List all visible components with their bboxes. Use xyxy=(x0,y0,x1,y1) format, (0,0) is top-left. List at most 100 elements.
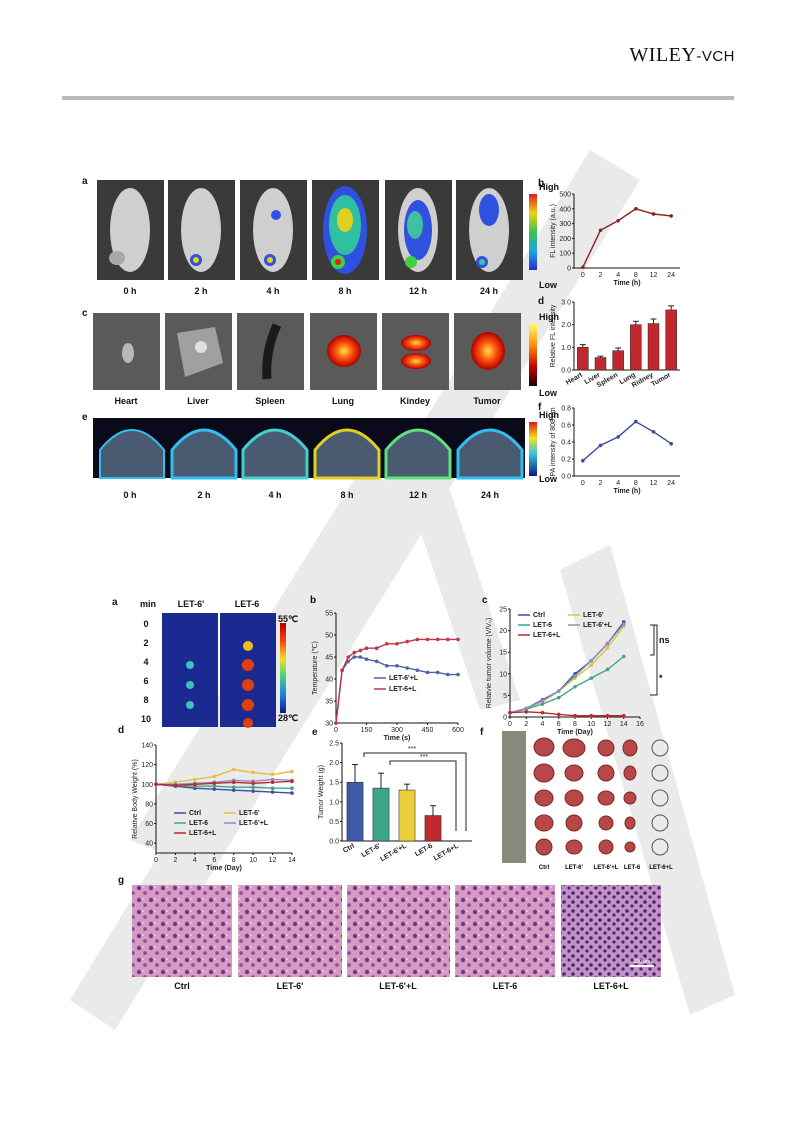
chart-2b-data-point xyxy=(358,655,363,659)
mouse-image-0h xyxy=(97,180,164,280)
chart-2d-data-point xyxy=(270,772,275,777)
chart-1f-x-tick-label: 12 xyxy=(650,480,658,487)
histology-ctrl xyxy=(132,885,232,977)
thermal-min-value-label: 28℃ xyxy=(278,713,298,723)
chart-2d-legend-label: Ctrl xyxy=(189,810,201,817)
fig1-label-b: b xyxy=(538,178,544,189)
histology-label: LET-6 xyxy=(493,981,518,991)
chart-2b: 30 35 40 45 50 55 Temperature (℃) Time (s) 0 150 3… xyxy=(312,611,464,743)
chart-2d-data-point xyxy=(251,789,255,793)
chart-2c-legend-label: Ctrl xyxy=(533,612,545,619)
chart-2b-data-point xyxy=(456,672,460,677)
chart-1f-data-point xyxy=(598,443,603,448)
chart-2b-data-point xyxy=(334,721,338,725)
chart-2e-category-label: LET-6+L xyxy=(433,842,461,862)
colorbar-high-label: High xyxy=(539,182,559,192)
chart-2c-data-point xyxy=(605,641,610,646)
time-label: 8 h xyxy=(338,286,351,296)
chart-2b-y-tick-label: 50 xyxy=(325,633,333,640)
chart-2c-data-point xyxy=(621,622,626,626)
chart-2b-data-point xyxy=(352,650,357,655)
chart-1b-data-point xyxy=(651,212,656,216)
fig1e-time-labels: 0 h 2 h 4 h 8 h 12 h 24 h xyxy=(123,490,499,500)
pa-image-2h xyxy=(170,428,238,480)
chart-1d-bar xyxy=(577,347,589,371)
chart-2b-x-tick-label: 0 xyxy=(334,727,338,734)
chart-2d-data-point xyxy=(270,780,275,785)
chart-1b-x-tick-label: 8 xyxy=(634,272,638,279)
chart-2d-data-point xyxy=(290,779,294,784)
chart-2b-data-point xyxy=(405,666,409,670)
chart-2b-data-point xyxy=(385,642,389,646)
chart-1d-bar xyxy=(594,357,607,371)
scale-bar-label: 100 μm xyxy=(634,959,651,965)
chart-2c-y-tick-label: 10 xyxy=(499,671,507,678)
fig1-label-a: a xyxy=(82,176,88,187)
chart-2c-data-point xyxy=(573,674,577,678)
fig2-label-b: b xyxy=(310,595,316,606)
organ-image-spleen xyxy=(237,313,304,390)
chart-2b-y-tick-label: 40 xyxy=(325,677,333,684)
chart-2d-data-point xyxy=(290,786,294,790)
chart-2d-x-tick-label: 2 xyxy=(173,857,177,864)
publisher-suffix: -VCH xyxy=(696,48,735,65)
chart-2e-sig-bracket xyxy=(389,760,457,831)
chart-2d-series-line xyxy=(156,778,293,786)
organ-image-liver xyxy=(165,313,232,390)
chart-2e-y-axis-label: Tumor Weight (g) xyxy=(318,765,325,819)
chart-2b-x-tick-label: 300 xyxy=(391,727,403,734)
chart-2b-data-point xyxy=(405,639,409,644)
chart-2c-data-point xyxy=(540,698,545,703)
chart-2d-data-point xyxy=(193,777,197,782)
chart-1b-data-point xyxy=(581,265,585,270)
chart-2b-legend-label: LET-6'+L xyxy=(389,675,419,682)
thermal-min-label: min xyxy=(140,599,156,609)
chart-1b-y-tick-label: 300 xyxy=(559,221,571,228)
histology-labels: Ctrl LET-6' LET-6'+L LET-6 LET-6+L xyxy=(174,981,629,991)
chart-2d-legend-label: LET-6+L xyxy=(189,830,217,837)
chart-2d-data-point xyxy=(193,782,197,787)
chart-1d-bar xyxy=(647,323,660,371)
chart-1f-y-tick-label: 0.8 xyxy=(561,406,571,413)
chart-1f-x-tick-label: 8 xyxy=(634,480,638,487)
chart-2b-data-point xyxy=(352,655,357,659)
chart-1d-y-axis-label: Relative FL intensity xyxy=(550,304,557,367)
chart-1d-category-label: Tumor xyxy=(650,372,672,389)
chart-2c-series-line xyxy=(509,655,625,714)
fig1-label-c: c xyxy=(82,308,88,319)
chart-2c-data-point xyxy=(556,712,561,717)
chart-2d-data-point xyxy=(290,769,294,774)
chart-2e: 0.0 0.5 1.0 1.5 2.0 2.5 Tumor Weight (g) Ctrl LE… xyxy=(318,741,472,863)
chart-1f-y-tick-label: 0.0 xyxy=(561,474,571,481)
chart-2c-data-point xyxy=(589,659,594,663)
time-label: 0 h xyxy=(123,490,136,500)
chart-2b-x-tick-label: 150 xyxy=(361,727,373,734)
time-label: 12 h xyxy=(409,286,427,296)
chart-2c-y-tick-label: 25 xyxy=(499,607,507,614)
chart-1b-y-tick-label: 400 xyxy=(559,206,571,213)
chart-2b-data-point xyxy=(364,646,369,650)
thermal-row-label: 10 xyxy=(141,714,151,724)
watermark-stroke-4 xyxy=(400,460,520,710)
fig1a-mouse-images xyxy=(97,180,523,280)
fig2-label-e: e xyxy=(312,727,318,738)
fig1e-pa-images xyxy=(93,418,525,480)
chart-1d-y-tick-label: 2.0 xyxy=(561,322,571,329)
chart-1d-bar xyxy=(612,350,624,371)
chart-2e-sig-bracket xyxy=(363,752,467,831)
tumor-photo xyxy=(502,731,669,863)
thermal-row-labels: 0 2 4 6 8 10 xyxy=(141,619,151,724)
chart-2c-data-point xyxy=(573,684,577,689)
thermal-row-label: 8 xyxy=(143,695,148,705)
chart-2e-sig-label: *** xyxy=(408,746,416,753)
chart-2c-x-tick-label: 4 xyxy=(541,721,545,728)
chart-2c-x-tick-label: 0 xyxy=(508,721,512,728)
chart-1b-data-point xyxy=(634,207,638,211)
chart-2c-series-line xyxy=(509,623,625,714)
chart-2c-sig-bracket xyxy=(650,624,658,696)
chart-2d-x-axis-label: Time (Day) xyxy=(206,865,242,872)
chart-2b-data-point xyxy=(456,637,460,642)
chart-2d-data-point xyxy=(270,777,275,782)
